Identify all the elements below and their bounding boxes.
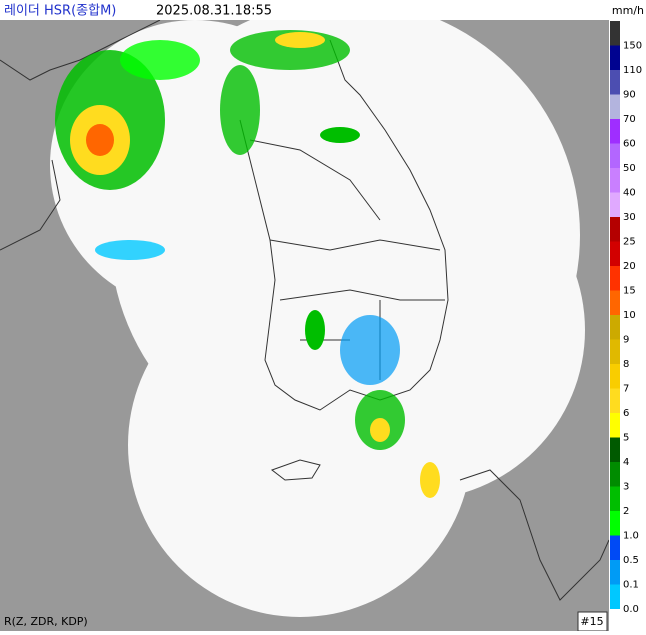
legend-label: 3 [623,482,629,493]
legend-label: 7 [623,384,629,395]
legend-swatch [610,192,620,217]
legend-swatch [610,535,620,560]
timestamp: 2025.08.31.18:55 [156,4,272,19]
legend-label: 50 [623,163,636,174]
legend-label: 6 [623,408,629,419]
legend-label: 70 [623,114,636,125]
legend-swatch [610,94,620,119]
legend-label: 10 [623,310,636,321]
legend-label: 0.5 [623,555,639,566]
legend-swatch [610,143,620,168]
legend-swatch [610,511,620,536]
legend-swatch [610,486,620,511]
precipitation [55,30,440,498]
title: 레이더 HSR(종합M) [4,4,116,19]
legend-swatch [610,413,620,438]
legend-swatch [610,241,620,266]
legend-swatch [610,21,620,46]
legend-label: 9 [623,335,629,346]
legend-swatch [610,437,620,462]
legend-swatch [610,290,620,315]
legend-swatch [610,45,620,70]
legend-swatch [610,339,620,364]
legend-label: 20 [623,261,636,272]
legend: 150 110 90 70 60 50 40 30 25 20 15 10 9 8 7 6 5 4 3 2 1.0 0.5… [610,21,642,615]
legend-swatch [610,217,620,242]
legend-swatch [610,584,620,609]
legend-swatch [610,388,620,413]
legend-swatch [610,119,620,144]
legend-label: 150 [623,41,642,52]
legend-label: 30 [623,212,636,223]
legend-label: 110 [623,65,642,76]
legend-label: 4 [623,457,629,468]
legend-swatch [610,462,620,487]
legend-label: 0.1 [623,580,639,591]
legend-label: 25 [623,237,636,248]
legend-swatch [610,168,620,193]
frame-number: #15 [580,615,603,628]
map [0,20,609,631]
legend-swatch [610,70,620,95]
legend-label: 40 [623,188,636,199]
legend-swatch [610,560,620,585]
legend-label: 90 [623,90,636,101]
legend-swatch [610,364,620,389]
legend-label: 8 [623,359,629,370]
legend-label: 1.0 [623,531,639,542]
legend-label: 60 [623,139,636,150]
footer-variables: R(Z, ZDR, KDP) [4,615,88,628]
legend-swatch [610,315,620,340]
legend-label: 0.0 [623,604,639,615]
legend-swatch [610,266,620,291]
legend-label: 5 [623,433,629,444]
legend-unit: mm/h [612,4,644,17]
legend-label: 2 [623,506,629,517]
legend-label: 15 [623,286,636,297]
